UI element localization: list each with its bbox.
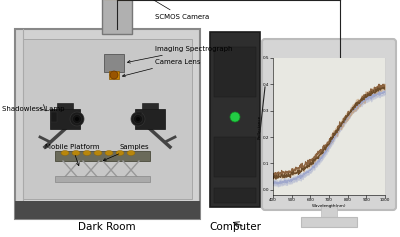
Ellipse shape: [105, 150, 113, 155]
Bar: [214, 47, 256, 97]
Bar: [136, 112, 142, 122]
Text: Dark Room: Dark Room: [78, 222, 136, 232]
Ellipse shape: [131, 112, 145, 126]
Ellipse shape: [94, 150, 102, 155]
Ellipse shape: [110, 71, 118, 79]
Text: SCMOS Camera: SCMOS Camera: [135, 0, 209, 20]
Bar: [301, 217, 357, 227]
Ellipse shape: [61, 150, 69, 155]
Ellipse shape: [83, 150, 91, 155]
Bar: [321, 205, 337, 219]
Bar: [55, 151, 150, 161]
Ellipse shape: [134, 114, 142, 123]
Bar: [214, 137, 256, 177]
Text: Computer: Computer: [209, 222, 261, 232]
Ellipse shape: [72, 114, 82, 123]
FancyBboxPatch shape: [262, 39, 396, 210]
Bar: [104, 54, 124, 72]
Bar: [210, 32, 260, 207]
Ellipse shape: [136, 117, 140, 122]
Text: Camera Lens: Camera Lens: [122, 59, 200, 77]
Ellipse shape: [72, 150, 80, 155]
Ellipse shape: [70, 112, 84, 126]
Bar: [55, 176, 150, 182]
Bar: [109, 71, 119, 79]
Y-axis label: Reflectance: Reflectance: [258, 114, 262, 139]
Bar: [51, 112, 57, 122]
Ellipse shape: [127, 150, 135, 155]
Bar: [214, 188, 256, 203]
Text: Shadowless Lamp: Shadowless Lamp: [2, 106, 64, 112]
X-axis label: Wavelength(nm): Wavelength(nm): [312, 204, 346, 208]
Bar: [15, 29, 200, 219]
Bar: [50, 109, 80, 129]
Text: Samples: Samples: [103, 144, 150, 161]
Bar: [15, 201, 200, 219]
Ellipse shape: [116, 150, 124, 155]
Bar: [142, 103, 158, 109]
Bar: [57, 103, 73, 109]
Bar: [102, 0, 132, 34]
Bar: [135, 109, 165, 129]
Ellipse shape: [74, 117, 80, 122]
Bar: [273, 58, 385, 195]
Bar: [23, 39, 192, 199]
Text: Imaging Spectrograph: Imaging Spectrograph: [128, 46, 232, 63]
Text: Mobile Platform: Mobile Platform: [45, 144, 100, 166]
Circle shape: [230, 112, 240, 122]
